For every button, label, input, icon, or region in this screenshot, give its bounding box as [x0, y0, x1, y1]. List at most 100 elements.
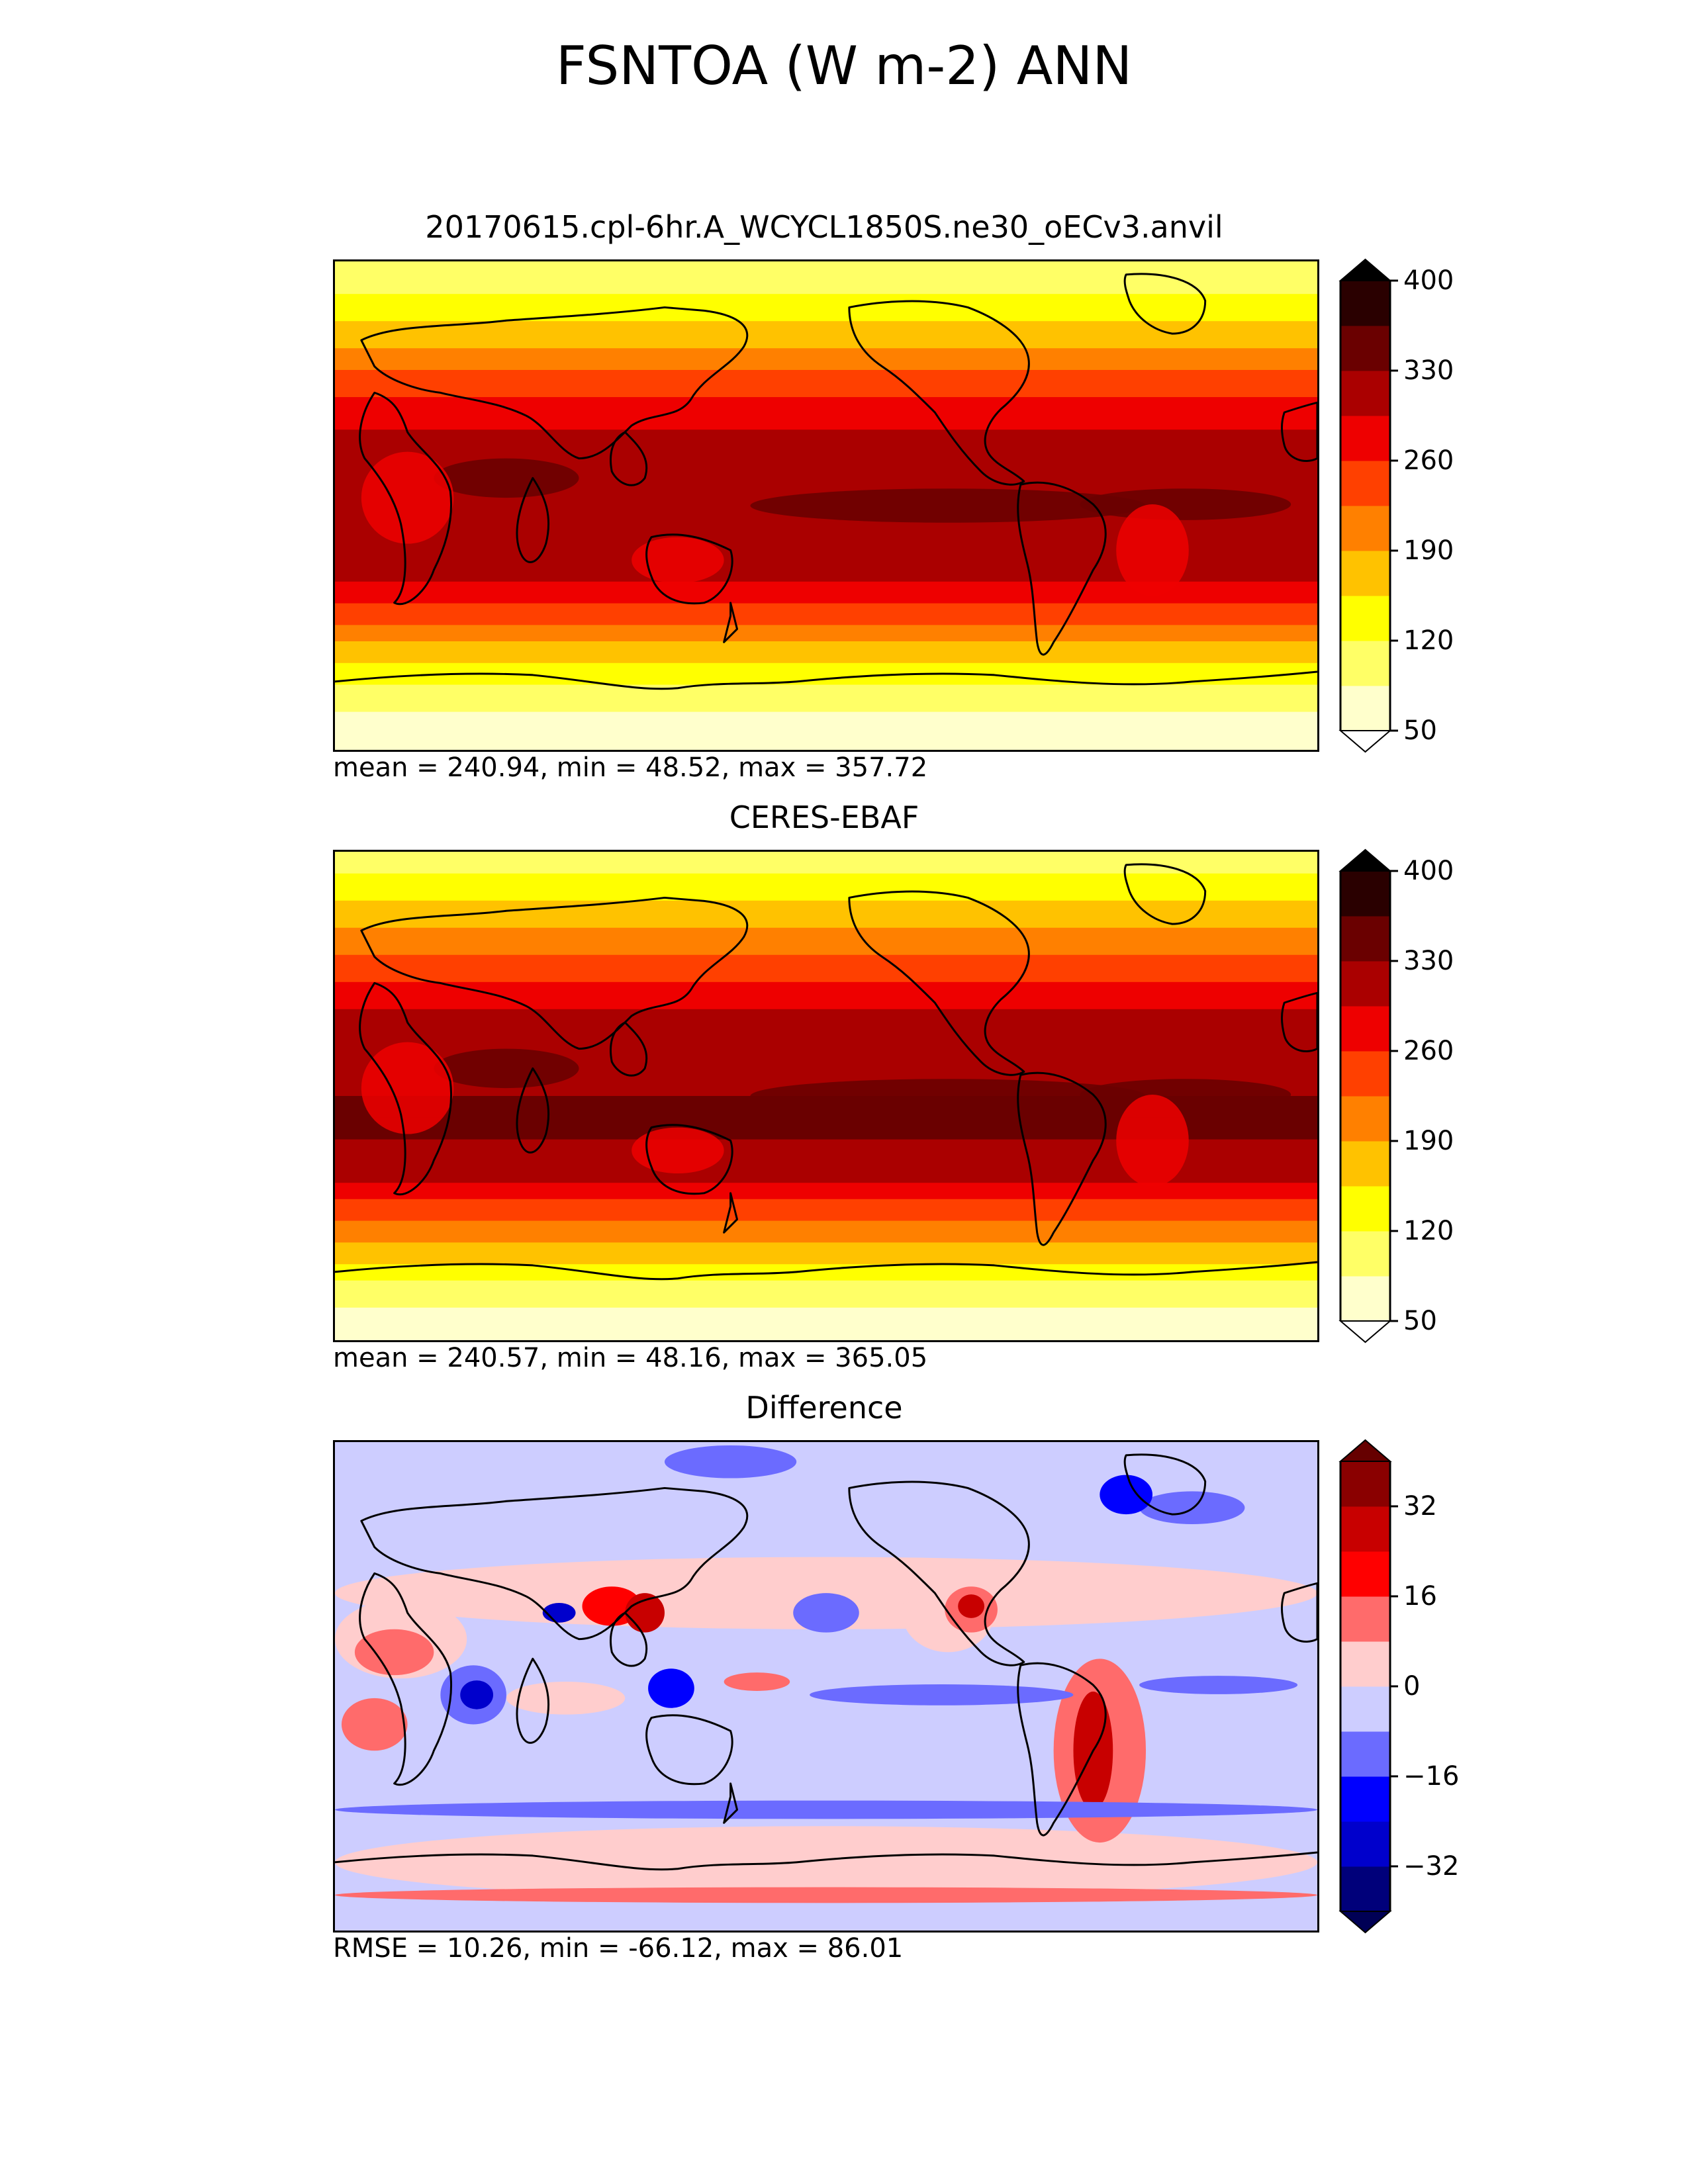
field-band [335, 554, 1317, 561]
field-band [335, 435, 1317, 441]
coastline-path [1280, 1582, 1317, 1643]
coastline-path [1280, 401, 1317, 462]
field-land-feature [632, 537, 724, 584]
field-band [335, 424, 1317, 430]
figure-title: FSNTOA (W m-2) ANN [555, 35, 1133, 97]
field-band [335, 895, 1317, 901]
field-band [335, 987, 1317, 993]
field-band [335, 1264, 1317, 1270]
field-band [335, 289, 1317, 295]
field-band [335, 381, 1317, 387]
field-band [335, 353, 1317, 360]
field-band [335, 565, 1317, 571]
field-band [335, 662, 1317, 669]
field-band [335, 1015, 1317, 1021]
field-band [335, 728, 1317, 734]
panel-stats-obs: mean = 240.57, min = 48.16, max = 365.05 [333, 1343, 928, 1373]
field-band [335, 1025, 1317, 1032]
field-band [335, 723, 1317, 729]
field-anomaly [1100, 1475, 1153, 1515]
coastline-path [1123, 273, 1207, 335]
field-band [335, 993, 1317, 999]
field-anomaly [460, 1680, 494, 1709]
field-band [335, 445, 1317, 452]
difference-field [335, 1442, 1317, 1931]
field-band [335, 1009, 1317, 1015]
field-band [335, 938, 1317, 944]
coastline-path [360, 1486, 749, 1641]
colorbar-segment [1340, 461, 1390, 506]
field-band [335, 451, 1317, 457]
field-band [335, 1291, 1317, 1297]
colorbar-segment [1340, 686, 1390, 731]
field-band [335, 1199, 1317, 1205]
field-anomaly [335, 1557, 1317, 1629]
field-band [335, 1269, 1317, 1276]
field-band [335, 1117, 1317, 1124]
coastline-path [848, 300, 1030, 486]
coastline-path [360, 896, 749, 1050]
colorbar-segment [1340, 1551, 1390, 1597]
field-band [335, 391, 1317, 398]
field-band [335, 321, 1317, 327]
coastline-path [1017, 1071, 1107, 1246]
field-band [335, 1286, 1317, 1292]
field-maximum [750, 488, 1147, 523]
field-band [335, 1156, 1317, 1161]
field-band [335, 343, 1317, 349]
coastline-path [516, 1067, 550, 1154]
field-band [335, 674, 1317, 680]
field-land-feature [361, 451, 454, 544]
field-band [335, 1324, 1317, 1330]
colorbar-segment [1340, 1731, 1390, 1777]
field-band [335, 1210, 1317, 1216]
field-band [335, 1242, 1317, 1249]
field-band [335, 625, 1317, 631]
field-band [335, 657, 1317, 664]
coastline-path [1280, 991, 1317, 1052]
field-band [335, 630, 1317, 637]
coastline-path [335, 1261, 1317, 1281]
colorbar-tick-label: 330 [1403, 946, 1454, 976]
coastline-path [359, 391, 453, 606]
field-band [335, 304, 1317, 311]
field-band [335, 1215, 1317, 1222]
field-band [335, 261, 1317, 267]
field-anomaly [810, 1684, 1074, 1706]
colorbar-tick-label: 260 [1403, 1036, 1454, 1066]
field-band [335, 332, 1317, 338]
field-band [335, 1313, 1317, 1319]
colorbar-segment [1340, 871, 1390, 917]
coastline-path [360, 306, 749, 460]
field-land-feature [361, 1042, 454, 1134]
panel-stats-diff: RMSE = 10.26, min = -66.12, max = 86.01 [333, 1933, 904, 1964]
colorbar-segment [1340, 1461, 1390, 1507]
field-band [335, 386, 1317, 392]
field-band [335, 668, 1317, 674]
field-band [335, 1302, 1317, 1308]
field-band [335, 1139, 1317, 1146]
coastline-path [359, 981, 453, 1196]
field-band [335, 701, 1317, 707]
field-band [335, 430, 1317, 435]
field-band [335, 1183, 1317, 1189]
field-band [335, 857, 1317, 863]
model-map [333, 259, 1319, 752]
field-band [335, 1112, 1317, 1118]
field-band [335, 1318, 1317, 1324]
colorbar-extend-max [1338, 258, 1392, 281]
field-band [335, 1220, 1317, 1227]
colorbar-segment [1340, 1596, 1390, 1642]
field-band [335, 884, 1317, 890]
field-land-feature [1116, 504, 1189, 596]
coastline-path [359, 1572, 453, 1786]
field-band [335, 1030, 1317, 1037]
field-band [335, 922, 1317, 929]
field-band [335, 457, 1317, 463]
colorbar-tick-label: 120 [1403, 625, 1454, 656]
colorbar-segment [1340, 1051, 1390, 1097]
field-band [335, 889, 1317, 896]
field-band [335, 413, 1317, 420]
field-anomaly [664, 1445, 797, 1479]
field-band [335, 1177, 1317, 1183]
